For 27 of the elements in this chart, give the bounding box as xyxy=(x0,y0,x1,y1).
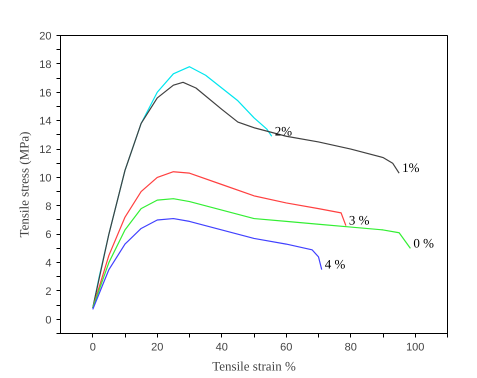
y-tick-label: 8 xyxy=(45,200,52,213)
y-axis-title: Tensile stress (MPa) xyxy=(16,132,32,238)
x-tick-label: 0 xyxy=(90,342,96,354)
y-tick-label: 12 xyxy=(39,144,52,156)
series-label: 3 % xyxy=(348,212,370,228)
line-series xyxy=(92,218,322,310)
x-axis-title: Tensile strain % xyxy=(212,358,296,374)
x-tick-label: 20 xyxy=(151,342,164,354)
y-tick-label: 10 xyxy=(39,172,52,184)
y-tick-label: 16 xyxy=(39,87,52,100)
line-series xyxy=(92,82,400,309)
y-tick-label: 20 xyxy=(39,30,52,42)
x-tick-label: 80 xyxy=(344,342,357,354)
y-tick-label: 14 xyxy=(39,116,52,128)
series-label: 0 % xyxy=(413,235,434,250)
x-tick-label: 100 xyxy=(406,342,424,354)
y-tick-label: 4 xyxy=(45,258,52,270)
y-tick-label: 18 xyxy=(39,58,52,71)
series-label: 2% xyxy=(274,123,292,138)
y-tick-label: 6 xyxy=(45,229,52,242)
x-tick-label: 60 xyxy=(280,342,292,354)
y-tick-label: 0 xyxy=(45,314,52,326)
series-label: 4 % xyxy=(324,256,346,272)
x-tick-label: 40 xyxy=(216,342,228,354)
y-tick-label: 2 xyxy=(45,286,52,298)
series-label: 1% xyxy=(402,160,420,176)
line-series xyxy=(92,198,412,309)
